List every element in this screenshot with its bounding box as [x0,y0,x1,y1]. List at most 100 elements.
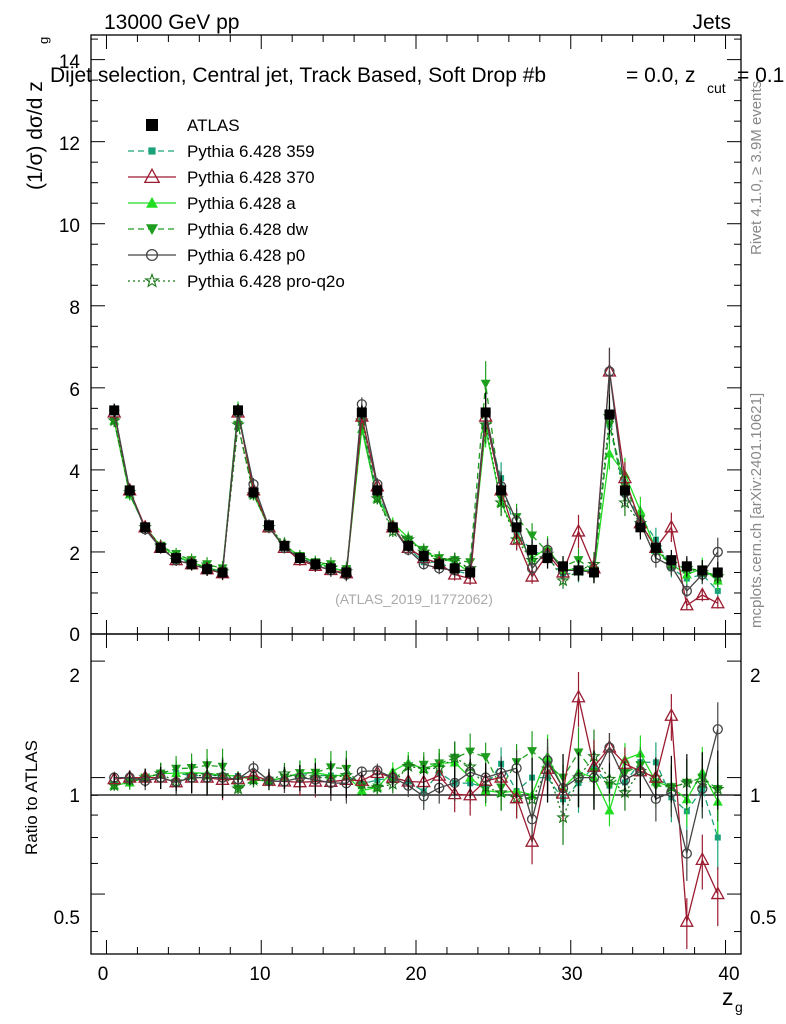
x-tick-label-30: 30 [561,964,582,985]
data-point [509,531,524,545]
data-point [571,523,586,537]
data-point [465,567,476,578]
ratio-tick-label-2: 2 [69,666,80,687]
legend-marker [148,147,156,155]
ratio-point [447,750,462,764]
ratio-line-pythia-6-428-p0 [114,729,719,854]
data-point [710,595,725,609]
ratio-tick-label-0-5: 0.5 [54,908,80,929]
ratio-line-pythia-6-428-pro-q2o [113,755,719,820]
legend-marker [146,197,158,208]
data-point [107,413,121,427]
ratio-point [480,753,491,763]
data-point [604,448,615,458]
data-point [387,522,398,533]
data-point [712,546,723,558]
series-line-pythia-6-428-pro-q2o [113,416,718,582]
ratio-plot-frame [90,633,742,955]
legend-entry-370: Pythia 6.428 370 [128,167,315,187]
ratio-series-pythia-6-428-359 [111,739,721,870]
ratio-series-group [107,672,725,949]
data-point [480,407,491,418]
data-point [604,409,615,420]
data-point [664,519,679,533]
data-point [325,563,336,574]
data-point [604,366,615,377]
data-point [714,587,721,594]
data-point [635,522,646,533]
legend-entry-359: Pythia 6.428 359 [128,142,315,161]
y-tick-label-10: 10 [59,216,80,237]
ratio-series-pythia-6-428-p0 [109,702,723,881]
data-point [619,485,630,496]
data-point [418,551,429,562]
legend-marker [145,248,159,262]
y-tick-label-8: 8 [69,298,80,319]
legend-label-a: Pythia 6.428 a [187,194,296,213]
rivet-version-label: Rivet 4.1.0, ≥ 3.9M events [748,81,765,255]
legend-entry-p0: Pythia 6.428 p0 [128,246,305,265]
ratio-line-pythia-6-428-370 [114,697,719,922]
data-point [480,379,491,389]
data-point [527,531,538,541]
series-line-pythia-6-428-dw [113,383,719,578]
legend-entry-dw: Pythia 6.428 dw [128,220,309,239]
ratio-line-pythia-6-428-dw [114,750,719,790]
data-point [524,568,540,582]
y-tick-label-14: 14 [59,52,81,73]
plot-title-end: = 0.1 [737,64,784,87]
series-pythia-6-428-370 [107,347,725,611]
ratio-tick-label-1-right: 1 [750,786,761,807]
y-tick-label-12: 12 [59,134,80,155]
data-point [310,559,321,570]
series-pythia-6-428-pro-q2o [107,396,725,589]
x-tick-label-40: 40 [718,964,739,985]
series-line-pythia-6-428-p0 [113,371,719,592]
ratio-series-pythia-6-428-370 [107,672,725,949]
data-point [449,563,460,574]
ratio-point [370,780,385,794]
data-point [403,540,414,551]
legend-label-p0: Pythia 6.428 p0 [187,246,305,265]
data-point [263,520,274,531]
legend-marker [146,224,158,235]
legend-label-atlas: ATLAS [187,116,240,135]
ratio-tick-label-2-right: 2 [750,666,761,687]
series-pythia-6-428-p0 [109,347,723,598]
data-point [496,485,507,496]
ratio-point [526,814,538,825]
ratio-point [354,772,369,786]
axis-tick-labels: 0 2 4 6 8 10 12 14 0.5 1 2 0.5 1 2 0 10 … [54,52,777,985]
ratio-point [679,913,694,927]
ratio-point [524,833,540,847]
data-point [248,487,259,498]
ratio-point [527,747,538,757]
data-point [372,485,383,496]
plot-title-suffix: = 0.0, z [626,64,695,87]
legend-label-359: Pythia 6.428 359 [187,142,315,161]
x-axis-label-sub: g [735,999,743,1015]
ratio-series-atlas [113,750,719,810]
ratio-point [231,781,245,795]
legend-entry-atlas: ATLAS [146,116,240,135]
data-point [650,542,661,553]
legend-marker [144,272,160,288]
x-axis-label: z [722,984,734,1010]
x-tick-label-20: 20 [405,964,426,985]
data-point [202,564,213,575]
y-tick-label-2: 2 [69,544,80,565]
ratio-point [509,790,524,804]
axis-ticks [91,35,741,954]
ratio-point [418,791,429,802]
data-point [294,553,305,564]
ratio-point [604,805,615,815]
data-point [712,567,723,578]
x-tick-label-10: 10 [249,964,270,985]
ratio-series-pythia-6-428-a [109,734,723,834]
data-point [573,565,584,576]
ratio-point [664,707,679,721]
main-series-group [107,347,725,611]
data-point [233,405,244,416]
data-point [697,565,708,576]
